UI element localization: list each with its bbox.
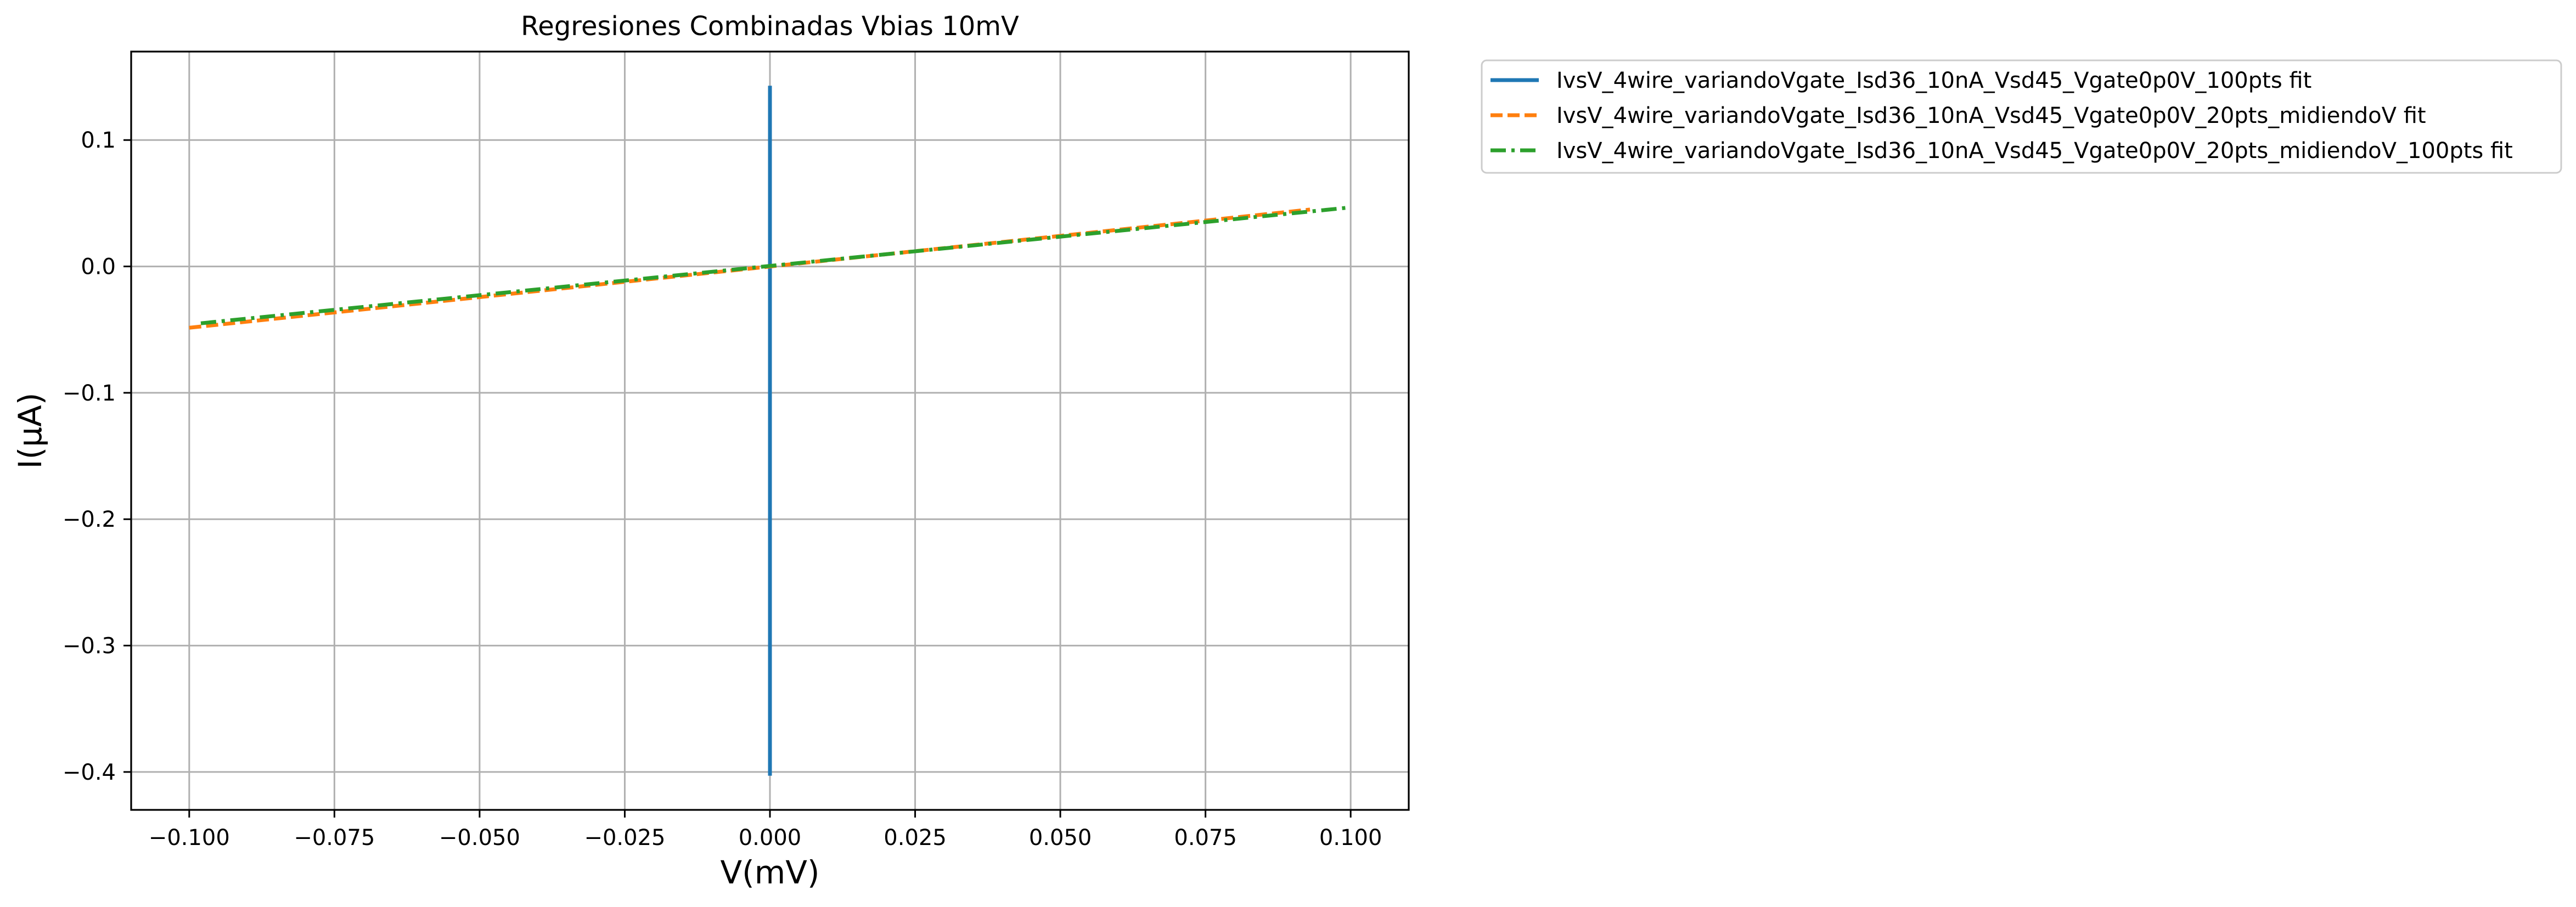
series-line-3: [200, 206, 1348, 325]
chart-title: Regresiones Combinadas Vbias 10mV: [521, 11, 1019, 42]
y-tick-label: −0.3: [63, 634, 116, 659]
y-tick-label: 0.1: [81, 128, 116, 153]
x-axis-ticks: −0.100 −0.075 −0.050 −0.025 0.000 0.025 0.050 0…: [149, 810, 1382, 850]
y-axis-ticks: 0.1 0.0 −0.1 −0.2 −0.3 −0.4: [63, 128, 131, 785]
x-tick-label: 0.050: [1029, 825, 1092, 850]
x-axis-label: V(mV): [720, 854, 819, 891]
x-tick-label: −0.075: [294, 825, 375, 850]
series-group: [189, 86, 1348, 776]
x-tick-label: 0.100: [1319, 825, 1382, 850]
y-tick-label: 0.0: [81, 255, 116, 280]
legend-label-1: IvsV_4wire_variandoVgate_Isd36_10nA_Vsd4…: [1556, 68, 2311, 93]
y-tick-label: −0.2: [63, 507, 116, 532]
legend: IvsV_4wire_variandoVgate_Isd36_10nA_Vsd4…: [1481, 59, 2562, 174]
y-tick-label: −0.1: [63, 381, 116, 406]
x-tick-label: −0.050: [439, 825, 520, 850]
x-tick-label: −0.025: [584, 825, 665, 850]
x-tick-label: 0.000: [739, 825, 802, 850]
y-tick-label: −0.4: [63, 760, 116, 785]
x-tick-label: 0.075: [1174, 825, 1237, 850]
y-axis-label: I(μA): [12, 393, 49, 469]
x-tick-label: 0.025: [884, 825, 947, 850]
x-tick-label: −0.100: [149, 825, 230, 850]
legend-label-3: IvsV_4wire_variandoVgate_Isd36_10nA_Vsd4…: [1556, 138, 2513, 164]
legend-frame: [1481, 59, 2562, 174]
legend-label-2: IvsV_4wire_variandoVgate_Isd36_10nA_Vsd4…: [1556, 103, 2426, 128]
